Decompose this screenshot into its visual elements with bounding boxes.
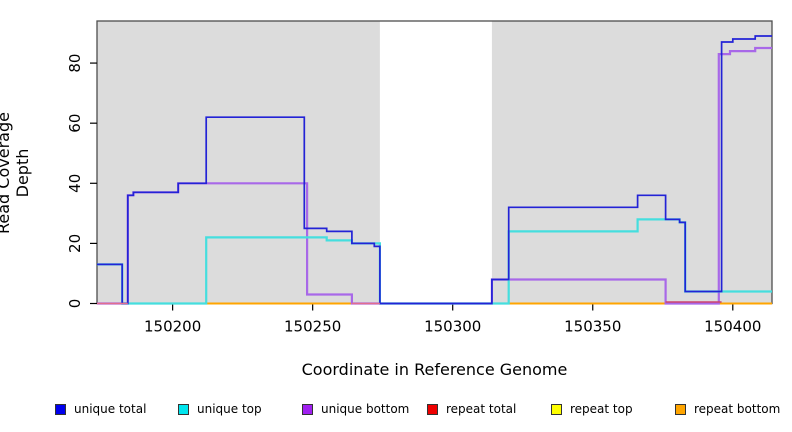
legend-label: unique bottom <box>321 402 410 416</box>
legend-swatch-repeat-top <box>551 403 562 415</box>
legend-label: unique total <box>74 402 147 416</box>
svg-text:40: 40 <box>66 174 84 193</box>
legend-label: unique top <box>197 402 262 416</box>
svg-text:80: 80 <box>66 54 84 73</box>
legend-item-unique-bottom: unique bottom <box>302 399 409 419</box>
svg-text:150400: 150400 <box>704 318 761 336</box>
legend-swatch-unique-bottom <box>302 403 313 415</box>
legend-swatch-unique-top <box>178 403 189 415</box>
legend-item-unique-total: unique total <box>55 399 146 419</box>
legend-swatch-repeat-total <box>427 403 438 415</box>
svg-text:150300: 150300 <box>424 318 481 336</box>
legend-label: repeat total <box>446 402 517 416</box>
svg-text:150250: 150250 <box>284 318 341 336</box>
svg-text:150200: 150200 <box>144 318 201 336</box>
svg-text:20: 20 <box>66 234 84 253</box>
x-axis-title: Coordinate in Reference Genome <box>301 360 568 379</box>
y-axis-title: Read Coverage Depth <box>0 112 32 234</box>
legend-swatch-unique-total <box>55 403 66 415</box>
legend-item-repeat-top: repeat top <box>551 399 633 419</box>
svg-text:0: 0 <box>66 299 84 309</box>
legend-swatch-repeat-bottom <box>675 403 686 415</box>
legend-item-repeat-bottom: repeat bottom <box>675 399 780 419</box>
legend-label: repeat bottom <box>694 402 781 416</box>
legend-item-unique-top: unique top <box>178 399 262 419</box>
svg-text:60: 60 <box>66 114 84 133</box>
legend-label: repeat top <box>570 402 633 416</box>
svg-text:150350: 150350 <box>564 318 621 336</box>
legend-item-repeat-total: repeat total <box>427 399 516 419</box>
legend: unique total unique top unique bottom re… <box>0 399 792 421</box>
